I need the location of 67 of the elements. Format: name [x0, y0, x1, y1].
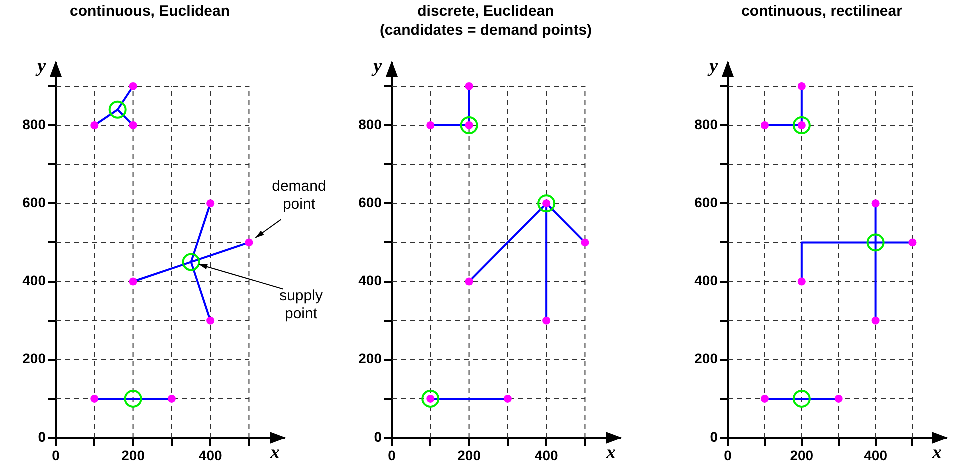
- y-tick-label: 600: [358, 194, 382, 210]
- x-axis-title: x: [932, 442, 942, 464]
- point: [538, 194, 556, 213]
- y-tick-label: 0: [374, 428, 382, 445]
- point: [908, 238, 917, 247]
- x-axis-title: x: [270, 442, 280, 464]
- y-axis-title: y: [36, 56, 47, 77]
- x-tick-label: 0: [724, 447, 732, 464]
- point: [124, 390, 142, 408]
- y-tick-label: 400: [694, 272, 718, 289]
- y-tick-label: 200: [694, 350, 718, 367]
- x-axis-title: x: [606, 442, 616, 464]
- point: [798, 278, 806, 286]
- point: [90, 394, 99, 403]
- x-tick-label: 0: [52, 447, 60, 464]
- point: [760, 122, 769, 130]
- point: [108, 100, 127, 119]
- annotation: supply point: [280, 287, 324, 322]
- point: [760, 394, 769, 403]
- point: [872, 200, 880, 208]
- x-tick-label: 0: [388, 447, 396, 464]
- point: [129, 122, 138, 130]
- point: [245, 238, 254, 247]
- point: [90, 122, 99, 130]
- point: [542, 316, 551, 325]
- point: [206, 316, 215, 325]
- y-tick-label: 800: [22, 116, 46, 132]
- point: [426, 122, 435, 130]
- point: [792, 116, 811, 134]
- y-tick-label: 0: [710, 428, 718, 445]
- point: [872, 316, 880, 325]
- y-tick-label: 400: [22, 272, 46, 289]
- point: [465, 278, 474, 286]
- point: [168, 394, 176, 403]
- point: [182, 253, 200, 272]
- point: [866, 234, 885, 252]
- point: [129, 82, 138, 90]
- point: [504, 394, 512, 403]
- x-tick-label: 400: [864, 447, 888, 464]
- y-tick-label: 200: [358, 350, 382, 367]
- point: [422, 390, 440, 408]
- point: [798, 82, 806, 90]
- chart-title: continuous, Euclidean: [68, 2, 231, 21]
- y-tick-label: 600: [22, 194, 46, 210]
- y-tick-label: 0: [38, 428, 46, 445]
- point: [581, 238, 590, 247]
- x-tick-label: 200: [790, 447, 814, 464]
- x-tick-label: 400: [198, 447, 222, 464]
- point: [792, 390, 811, 408]
- y-axis-title: y: [372, 56, 383, 77]
- x-tick-label: 400: [534, 447, 558, 464]
- point: [834, 394, 843, 403]
- y-axis-title: y: [708, 56, 719, 77]
- x-tick-label: 200: [458, 447, 482, 464]
- point: [206, 200, 215, 208]
- chart-title: discrete, Euclidean (candidates = demand points): [378, 2, 594, 40]
- y-tick-label: 800: [694, 116, 718, 132]
- y-tick-label: 400: [358, 272, 382, 289]
- point: [129, 278, 138, 286]
- annotation: demand point: [272, 178, 326, 213]
- y-tick-label: 800: [358, 116, 382, 132]
- point: [460, 116, 478, 134]
- y-tick-label: 600: [694, 194, 718, 210]
- chart-title: continuous, rectilinear: [740, 2, 904, 21]
- x-tick-label: 200: [122, 447, 146, 464]
- y-tick-label: 200: [22, 350, 46, 367]
- point: [465, 82, 474, 90]
